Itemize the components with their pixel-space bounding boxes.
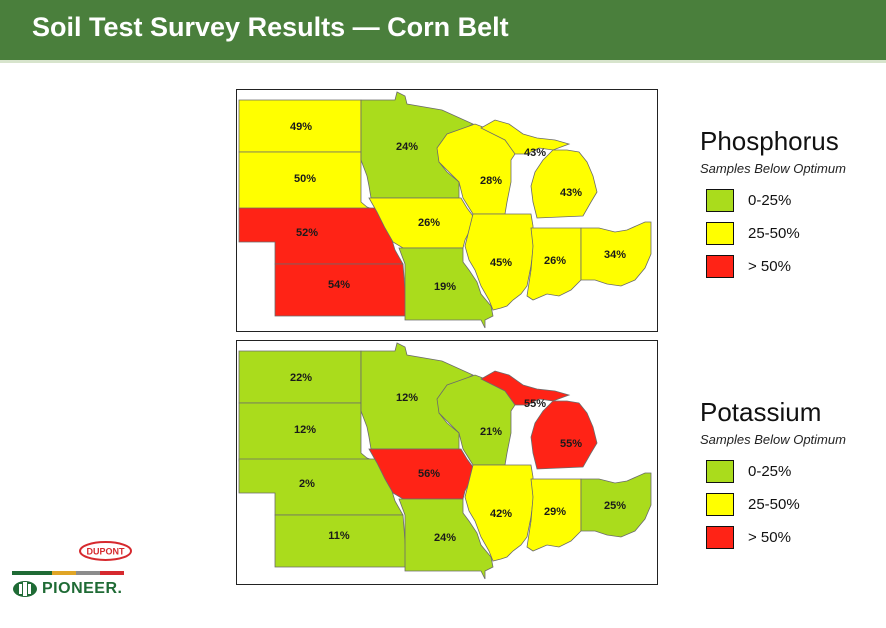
legend-subtitle: Samples Below Optimum xyxy=(700,432,846,447)
state-region xyxy=(530,400,598,470)
state-value-label: 26% xyxy=(544,255,566,267)
pioneer-emblem-icon xyxy=(13,581,37,597)
state-value-label: 12% xyxy=(396,392,418,404)
legend-swatch xyxy=(706,493,734,516)
state-value-label: 55% xyxy=(560,438,582,450)
dupont-logo: DUPONT xyxy=(79,541,132,561)
phosphorus-legend: Phosphorus Samples Below Optimum 0-25% 2… xyxy=(700,126,846,283)
legend-item: 25-50% xyxy=(700,217,846,250)
legend-swatch xyxy=(706,460,734,483)
state-value-label: 54% xyxy=(328,279,350,291)
state-value-label: 26% xyxy=(418,217,440,229)
page-title: Soil Test Survey Results — Corn Belt xyxy=(32,12,509,42)
state-region xyxy=(368,448,474,500)
legend-range-label: 0-25% xyxy=(748,192,792,209)
state-value-label: 45% xyxy=(490,257,512,269)
phosphorus-map: 49% 50% 52% 54% 24% 26% 19% 28% 43% 43% … xyxy=(236,89,658,332)
legend-range-label: 25-50% xyxy=(748,496,800,513)
potassium-map: 22% 12% 2% 11% 12% 56% 24% 21% 55% 55% 4… xyxy=(236,340,658,585)
state-value-label: 52% xyxy=(296,227,318,239)
state-value-label: 22% xyxy=(290,372,312,384)
state-value-label: 11% xyxy=(328,530,350,542)
state-region xyxy=(238,207,404,265)
state-value-label: 55% xyxy=(524,398,546,410)
state-region xyxy=(238,458,404,516)
dupont-logo-text: DUPONT xyxy=(87,547,126,557)
state-value-label: 28% xyxy=(480,175,502,187)
state-value-label: 24% xyxy=(396,141,418,153)
state-region xyxy=(480,119,571,155)
state-value-label: 34% xyxy=(604,249,626,261)
legend-title: Phosphorus xyxy=(700,126,839,156)
state-value-label: 43% xyxy=(560,187,582,199)
legend-item: 25-50% xyxy=(700,488,846,521)
potassium-legend: Potassium Samples Below Optimum 0-25% 25… xyxy=(700,397,846,554)
legend-item: 0-25% xyxy=(700,184,846,217)
pioneer-logo-text: PIONEER. xyxy=(42,580,123,597)
state-value-label: 56% xyxy=(418,468,440,480)
state-region xyxy=(580,472,652,538)
legend-item: > 50% xyxy=(700,521,846,554)
legend-title: Potassium xyxy=(700,397,822,427)
legend-swatch xyxy=(706,255,734,278)
state-value-label: 29% xyxy=(544,506,566,518)
state-value-label: 19% xyxy=(434,281,456,293)
state-value-label: 43% xyxy=(524,147,546,159)
state-map-svg: 49% 50% 52% 54% 24% 26% 19% 28% 43% 43% … xyxy=(238,91,652,329)
state-value-label: 50% xyxy=(294,173,316,185)
state-value-label: 42% xyxy=(490,508,512,520)
state-value-label: 12% xyxy=(294,424,316,436)
state-value-label: 25% xyxy=(604,500,626,512)
brand-color-bar xyxy=(12,571,124,575)
state-region xyxy=(580,221,652,287)
legend-range-label: > 50% xyxy=(748,529,791,546)
state-value-label: 24% xyxy=(434,532,456,544)
state-region xyxy=(530,149,598,219)
legend-swatch xyxy=(706,526,734,549)
state-value-label: 49% xyxy=(290,121,312,133)
legend-item: 0-25% xyxy=(700,455,846,488)
legend-swatch xyxy=(706,222,734,245)
pioneer-logo: PIONEER. xyxy=(12,580,122,598)
legend-range-label: > 50% xyxy=(748,258,791,275)
state-region xyxy=(368,197,474,249)
legend-item: > 50% xyxy=(700,250,846,283)
legend-subtitle: Samples Below Optimum xyxy=(700,161,846,176)
legend-swatch xyxy=(706,189,734,212)
state-value-label: 2% xyxy=(299,478,315,490)
title-bar: Soil Test Survey Results — Corn Belt xyxy=(0,0,886,63)
state-region xyxy=(398,247,494,329)
state-map-svg: 22% 12% 2% 11% 12% 56% 24% 21% 55% 55% 4… xyxy=(238,342,652,580)
state-value-label: 21% xyxy=(480,426,502,438)
legend-range-label: 25-50% xyxy=(748,225,800,242)
legend-range-label: 0-25% xyxy=(748,463,792,480)
state-region xyxy=(398,498,494,580)
state-region xyxy=(480,370,571,406)
